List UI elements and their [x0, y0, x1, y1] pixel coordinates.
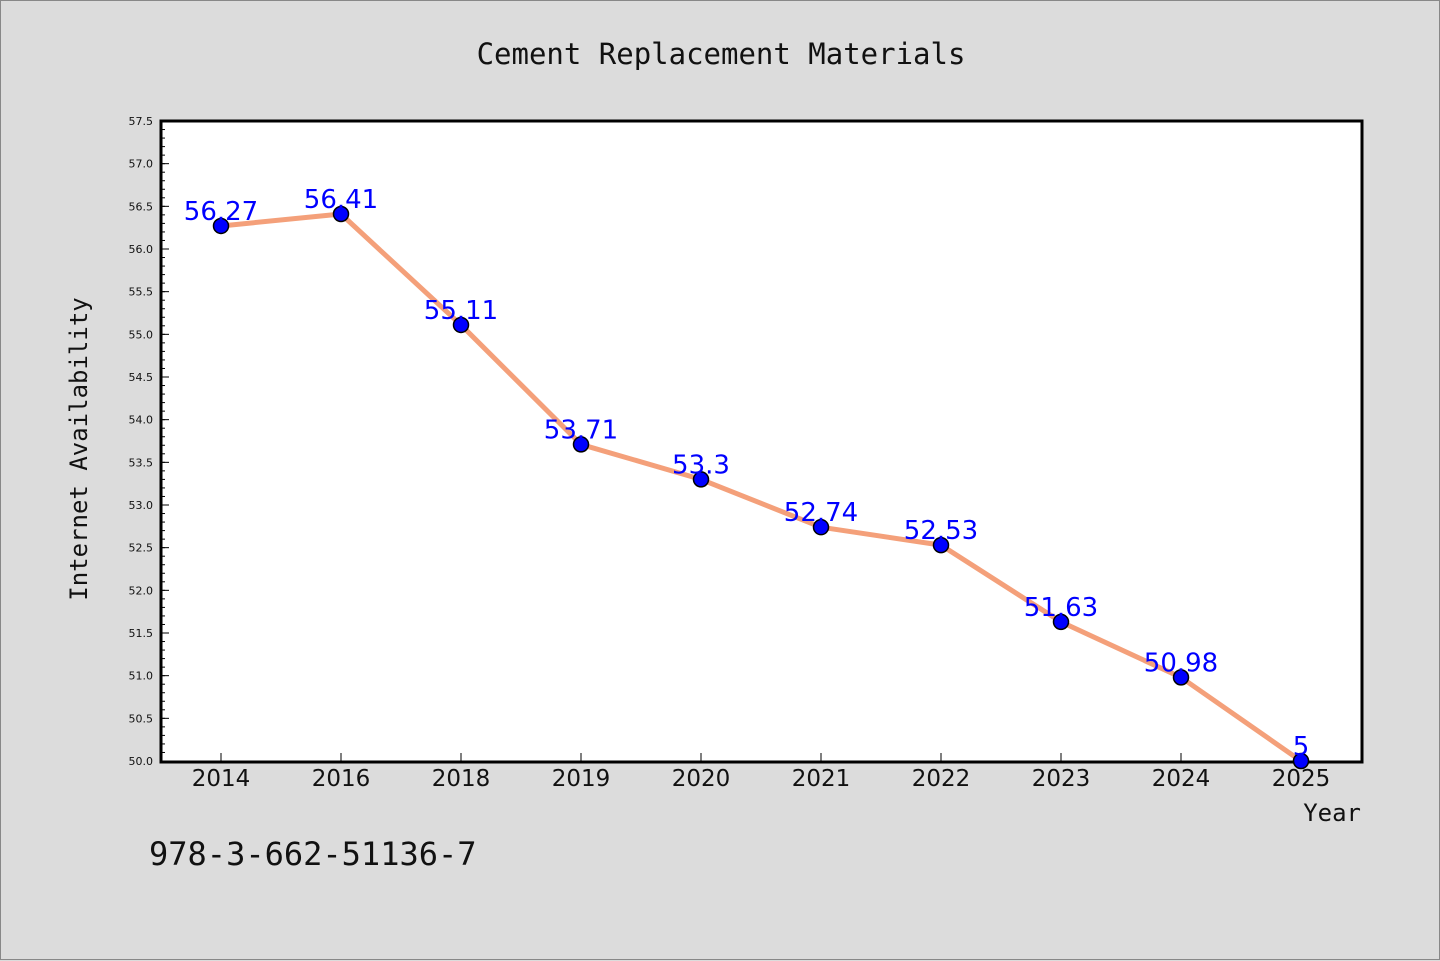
y-tick-label: 50.0 [129, 755, 154, 768]
x-tick-label: 2023 [1032, 766, 1091, 792]
y-axis-title: Internet Availability [65, 297, 93, 600]
y-tick-label: 53.5 [129, 456, 154, 469]
x-tick-label: 2020 [672, 766, 731, 792]
y-tick-label: 52.0 [129, 584, 154, 597]
x-tick-label: 2016 [312, 766, 371, 792]
data-point [812, 518, 830, 536]
data-point [1172, 669, 1190, 686]
y-tick-label: 50.5 [129, 712, 154, 725]
y-tick-label: 56.5 [129, 200, 154, 213]
y-tick-label: 51.5 [129, 627, 154, 640]
y-tick-label: 53.0 [129, 499, 154, 512]
y-axis: 50.0 50.5 51.0 51.5 52.0 52.5 53.0 53.5 54.0 54.5… [129, 115, 169, 768]
x-axis-title: Year [1303, 799, 1361, 827]
series-layer: 56.27 56.41 55.11 53.71 53.3 52.74 52.53 51.63 5… [184, 185, 1310, 770]
data-label: 56.27 [184, 197, 258, 227]
x-tick-label: 2024 [1152, 766, 1211, 792]
y-tick-label: 55.0 [129, 328, 154, 341]
y-tick-label: 57.0 [129, 158, 154, 171]
x-tick-label: 2019 [552, 766, 611, 792]
plot-area [159, 119, 1364, 764]
data-label: 50.98 [1144, 648, 1218, 678]
data-point [452, 316, 470, 334]
data-label: 52.53 [904, 516, 978, 546]
series-line [218, 211, 1304, 764]
data-label: 53.71 [544, 415, 618, 445]
y-tick-label: 57.5 [129, 115, 154, 128]
data-point [1052, 613, 1070, 631]
data-label: 5 [1293, 732, 1310, 762]
data-label: 56.41 [304, 185, 378, 215]
y-tick-label: 51.0 [129, 670, 154, 683]
data-point [1292, 752, 1310, 770]
x-tick-label: 2018 [432, 766, 491, 792]
y-tick-label: 52.5 [129, 542, 154, 555]
data-point [212, 217, 230, 235]
chart-title: Cement Replacement Materials [477, 37, 966, 71]
x-tick-label: 2025 [1272, 766, 1331, 792]
y-tick-label: 54.0 [129, 414, 154, 427]
data-point [572, 436, 590, 453]
y-tick-label: 54.5 [129, 371, 154, 384]
x-tick-label: 2022 [912, 766, 971, 792]
data-point [932, 536, 950, 554]
data-label: 55.11 [424, 296, 498, 326]
x-tick-label: 2021 [792, 766, 851, 792]
y-tick-label: 56.0 [129, 243, 154, 256]
data-label: 51.63 [1024, 593, 1098, 623]
data-point [332, 205, 350, 223]
footer-isbn: 978-3-662-51136-7 [149, 835, 477, 873]
y-tick-label: 55.5 [129, 286, 154, 299]
x-axis: 2014 2016 2018 2019 2020 2021 2022 2023 2024 2025 [192, 753, 1331, 792]
data-label: 53.3 [672, 450, 730, 480]
data-point [692, 471, 710, 488]
x-tick-label: 2014 [192, 766, 251, 792]
data-label: 52.74 [784, 498, 858, 528]
